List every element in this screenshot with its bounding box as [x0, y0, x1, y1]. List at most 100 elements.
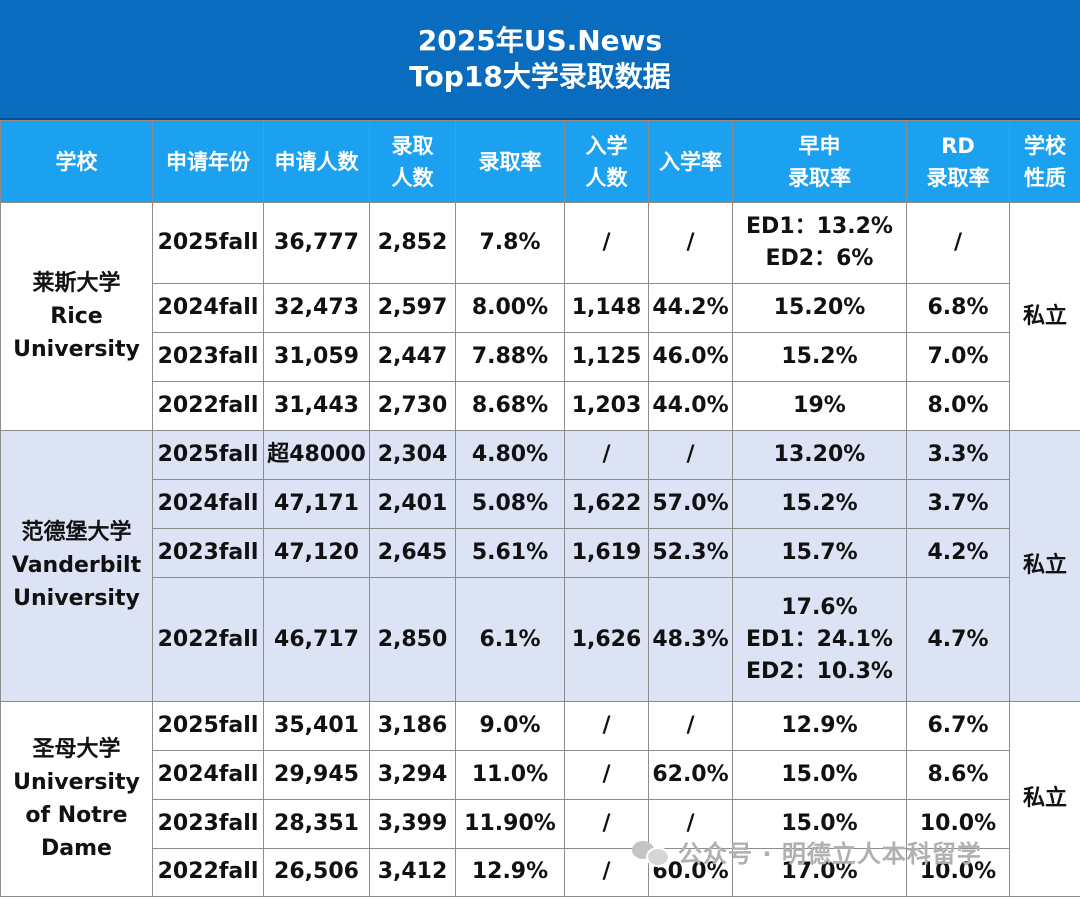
- year-cell: 2025fall: [152, 430, 264, 481]
- early-cell: 19%: [732, 381, 907, 432]
- enrolled-cell: /: [564, 201, 649, 285]
- enrolled-cell: 1,148: [564, 283, 649, 334]
- table-row: 2023fall 47,120 2,645 5.61% 1,619 52.3% …: [1, 528, 1080, 579]
- table-row: 2023fall 28,351 3,399 11.90% / / 15.0% 1…: [1, 798, 1080, 849]
- year-cell: 2022fall: [152, 381, 264, 432]
- applicants-cell: 26,506: [263, 847, 370, 897]
- early-cell: 15.2%: [732, 332, 907, 383]
- year-cell: 2023fall: [152, 528, 264, 579]
- admitted-cell: 2,850: [369, 577, 456, 702]
- early-cell: 15.0%: [732, 749, 907, 800]
- admitted-cell: 2,401: [369, 479, 456, 530]
- enrolled-cell: /: [564, 847, 649, 897]
- rd-cell: 6.8%: [906, 283, 1010, 334]
- year-cell: 2023fall: [152, 798, 264, 849]
- admitted-cell: 2,852: [369, 201, 456, 285]
- table-row: 2022fall 46,717 2,850 6.1% 1,626 48.3% 1…: [1, 577, 1080, 702]
- applicants-cell: 31,059: [263, 332, 370, 383]
- header-admitted: 录取 人数: [369, 120, 456, 203]
- yield-cell: 48.3%: [648, 577, 733, 702]
- year-cell: 2025fall: [152, 700, 264, 751]
- admit-rate-cell: 5.08%: [455, 479, 565, 530]
- admit-rate-cell: 12.9%: [455, 847, 565, 897]
- enrolled-cell: /: [564, 430, 649, 481]
- rd-cell: 4.2%: [906, 528, 1010, 579]
- table-row: 范德堡大学 Vanderbilt University 2025fall 超4800…: [0, 430, 1080, 702]
- admitted-cell: 2,447: [369, 332, 456, 383]
- admit-rate-cell: 5.61%: [455, 528, 565, 579]
- year-cell: 2023fall: [152, 332, 264, 383]
- applicants-cell: 47,120: [263, 528, 370, 579]
- applicants-cell: 47,171: [263, 479, 370, 530]
- admit-rate-cell: 11.0%: [455, 749, 565, 800]
- year-cell: 2022fall: [152, 577, 264, 702]
- rd-cell: 8.6%: [906, 749, 1010, 800]
- early-cell: 15.7%: [732, 528, 907, 579]
- year-cell: 2025fall: [152, 201, 264, 285]
- enrolled-cell: 1,619: [564, 528, 649, 579]
- rd-cell: 8.0%: [906, 381, 1010, 432]
- admit-rate-cell: 7.8%: [455, 201, 565, 285]
- applicants-cell: 28,351: [263, 798, 370, 849]
- table-row: 莱斯大学 Rice University 2025fall 36,777 2,852…: [0, 201, 1080, 432]
- enrolled-cell: 1,626: [564, 577, 649, 702]
- rd-cell: /: [906, 201, 1010, 285]
- enrolled-cell: /: [564, 700, 649, 751]
- early-cell: ED1：13.2% ED2：6%: [732, 201, 907, 285]
- rd-cell: 10.0%: [906, 798, 1010, 849]
- applicants-cell: 超48000: [263, 430, 370, 481]
- enrolled-cell: /: [564, 749, 649, 800]
- admit-rate-cell: 11.90%: [455, 798, 565, 849]
- early-cell: 13.20%: [732, 430, 907, 481]
- title-line-2: Top18大学录取数据: [409, 60, 671, 93]
- yield-cell: 44.2%: [648, 283, 733, 334]
- school-cell-rice: 莱斯大学 Rice University: [0, 201, 153, 432]
- year-cell: 2022fall: [152, 847, 264, 897]
- header-applicants: 申请人数: [263, 120, 370, 203]
- yield-cell: 46.0%: [648, 332, 733, 383]
- year-cell: 2024fall: [152, 283, 264, 334]
- type-cell: 私立: [1009, 201, 1080, 432]
- admitted-cell: 2,645: [369, 528, 456, 579]
- early-cell: 17.6% ED1：24.1% ED2：10.3%: [732, 577, 907, 702]
- enrolled-cell: /: [564, 798, 649, 849]
- header-enrolled: 入学 人数: [564, 120, 649, 203]
- year-cell: 2024fall: [152, 479, 264, 530]
- applicants-cell: 32,473: [263, 283, 370, 334]
- applicants-cell: 46,717: [263, 577, 370, 702]
- applicants-cell: 31,443: [263, 381, 370, 432]
- yield-cell: /: [648, 700, 733, 751]
- applicants-cell: 29,945: [263, 749, 370, 800]
- table-row: 2023fall 31,059 2,447 7.88% 1,125 46.0% …: [1, 332, 1080, 383]
- table-row: 2024fall 29,945 3,294 11.0% / 62.0% 15.0…: [1, 749, 1080, 800]
- type-cell: 私立: [1009, 430, 1080, 702]
- table-row: 2024fall 47,171 2,401 5.08% 1,622 57.0% …: [1, 479, 1080, 530]
- enrolled-cell: 1,203: [564, 381, 649, 432]
- admit-rate-cell: 6.1%: [455, 577, 565, 702]
- early-cell: 12.9%: [732, 700, 907, 751]
- header-school: 学校: [0, 120, 153, 203]
- table-row: 2022fall 31,443 2,730 8.68% 1,203 44.0% …: [1, 381, 1080, 432]
- yield-cell: /: [648, 798, 733, 849]
- yield-cell: /: [648, 201, 733, 285]
- admitted-cell: 2,304: [369, 430, 456, 481]
- title-line-1: 2025年US.News: [417, 24, 663, 57]
- yield-cell: 57.0%: [648, 479, 733, 530]
- rd-cell: 10.0%: [906, 847, 1010, 897]
- header-type: 学校 性质: [1009, 120, 1080, 203]
- yield-cell: 52.3%: [648, 528, 733, 579]
- rd-cell: 6.7%: [906, 700, 1010, 751]
- early-cell: 15.20%: [732, 283, 907, 334]
- school-cell-vanderbilt: 范德堡大学 Vanderbilt University: [0, 430, 153, 702]
- admitted-cell: 3,399: [369, 798, 456, 849]
- yield-cell: 60.0%: [648, 847, 733, 897]
- early-cell: 15.0%: [732, 798, 907, 849]
- table-row: 2024fall 32,473 2,597 8.00% 1,148 44.2% …: [1, 283, 1080, 334]
- header-admit-rate: 录取率: [455, 120, 565, 203]
- admit-rate-cell: 4.80%: [455, 430, 565, 481]
- header-row: 学校 申请年份 申请人数 录取 人数 录取率 入学 人数 入学率 早申 录取率 RD 录…: [0, 120, 1080, 203]
- early-cell: 17.0%: [732, 847, 907, 897]
- rd-cell: 3.3%: [906, 430, 1010, 481]
- header-early: 早申 录取率: [732, 120, 907, 203]
- table-row: 圣母大学 University of Notre Dame 2025fall 35,4…: [0, 700, 1080, 897]
